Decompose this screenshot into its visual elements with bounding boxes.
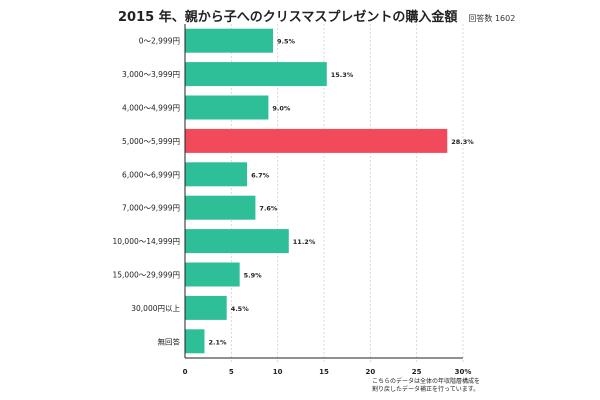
x-tick-label: 15: [319, 368, 329, 376]
x-tick-label: 30%: [455, 368, 472, 376]
bar: [185, 128, 448, 153]
footnote-line: 割り戻したデータ補正を行っています。: [372, 386, 480, 393]
bar: [185, 262, 240, 287]
category-label: 3,000〜3,999円: [122, 70, 180, 79]
category-label: 10,000〜14,999円: [113, 237, 181, 246]
value-label: 9.5%: [277, 38, 296, 46]
value-label: 4.5%: [231, 305, 250, 313]
category-label: 15,000〜29,999円: [113, 271, 181, 280]
value-label: 15.3%: [331, 71, 354, 79]
bar: [185, 295, 227, 320]
chart-title: 2015 年、親から子へのクリスマスプレゼントの購入金額: [118, 10, 458, 25]
value-label: 6.7%: [251, 171, 270, 179]
category-label: 0〜2,999円: [139, 37, 180, 46]
value-label: 9.0%: [272, 105, 291, 113]
x-tick-label: 25: [412, 368, 422, 376]
bar: [185, 95, 269, 120]
category-label: 無回答: [158, 336, 181, 346]
bar: [185, 162, 248, 187]
category-label: 30,000円以上: [131, 304, 180, 313]
category-label: 7,000〜9,999円: [122, 204, 180, 213]
value-label: 7.6%: [259, 205, 278, 213]
x-tick-label: 10: [273, 368, 283, 376]
category-label: 6,000〜6,999円: [122, 170, 180, 179]
x-tick-label: 20: [365, 368, 375, 376]
x-tick-label: 0: [183, 368, 188, 376]
bar: [185, 329, 205, 354]
footnote-line: こちらのデータは全体の年収階層構成を: [372, 378, 481, 385]
category-label: 5,000〜5,999円: [122, 137, 180, 146]
bar: [185, 195, 256, 220]
value-label: 28.3%: [451, 138, 474, 146]
x-tick-label: 5: [229, 368, 234, 376]
bar: [185, 62, 327, 87]
sample-size-note: 回答数 1602: [468, 14, 516, 23]
value-label: 5.9%: [244, 272, 263, 280]
footnote: こちらのデータは全体の年収階層構成を 割り戻したデータ補正を行っています。: [372, 378, 482, 394]
value-label: 2.1%: [208, 338, 227, 346]
chart-title-row: 2015 年、親から子へのクリスマスプレゼントの購入金額 回答数 1602: [118, 6, 515, 25]
bar: [185, 229, 289, 254]
value-label: 11.2%: [293, 238, 316, 246]
category-label: 4,000〜4,999円: [122, 104, 180, 113]
bar: [185, 28, 274, 53]
